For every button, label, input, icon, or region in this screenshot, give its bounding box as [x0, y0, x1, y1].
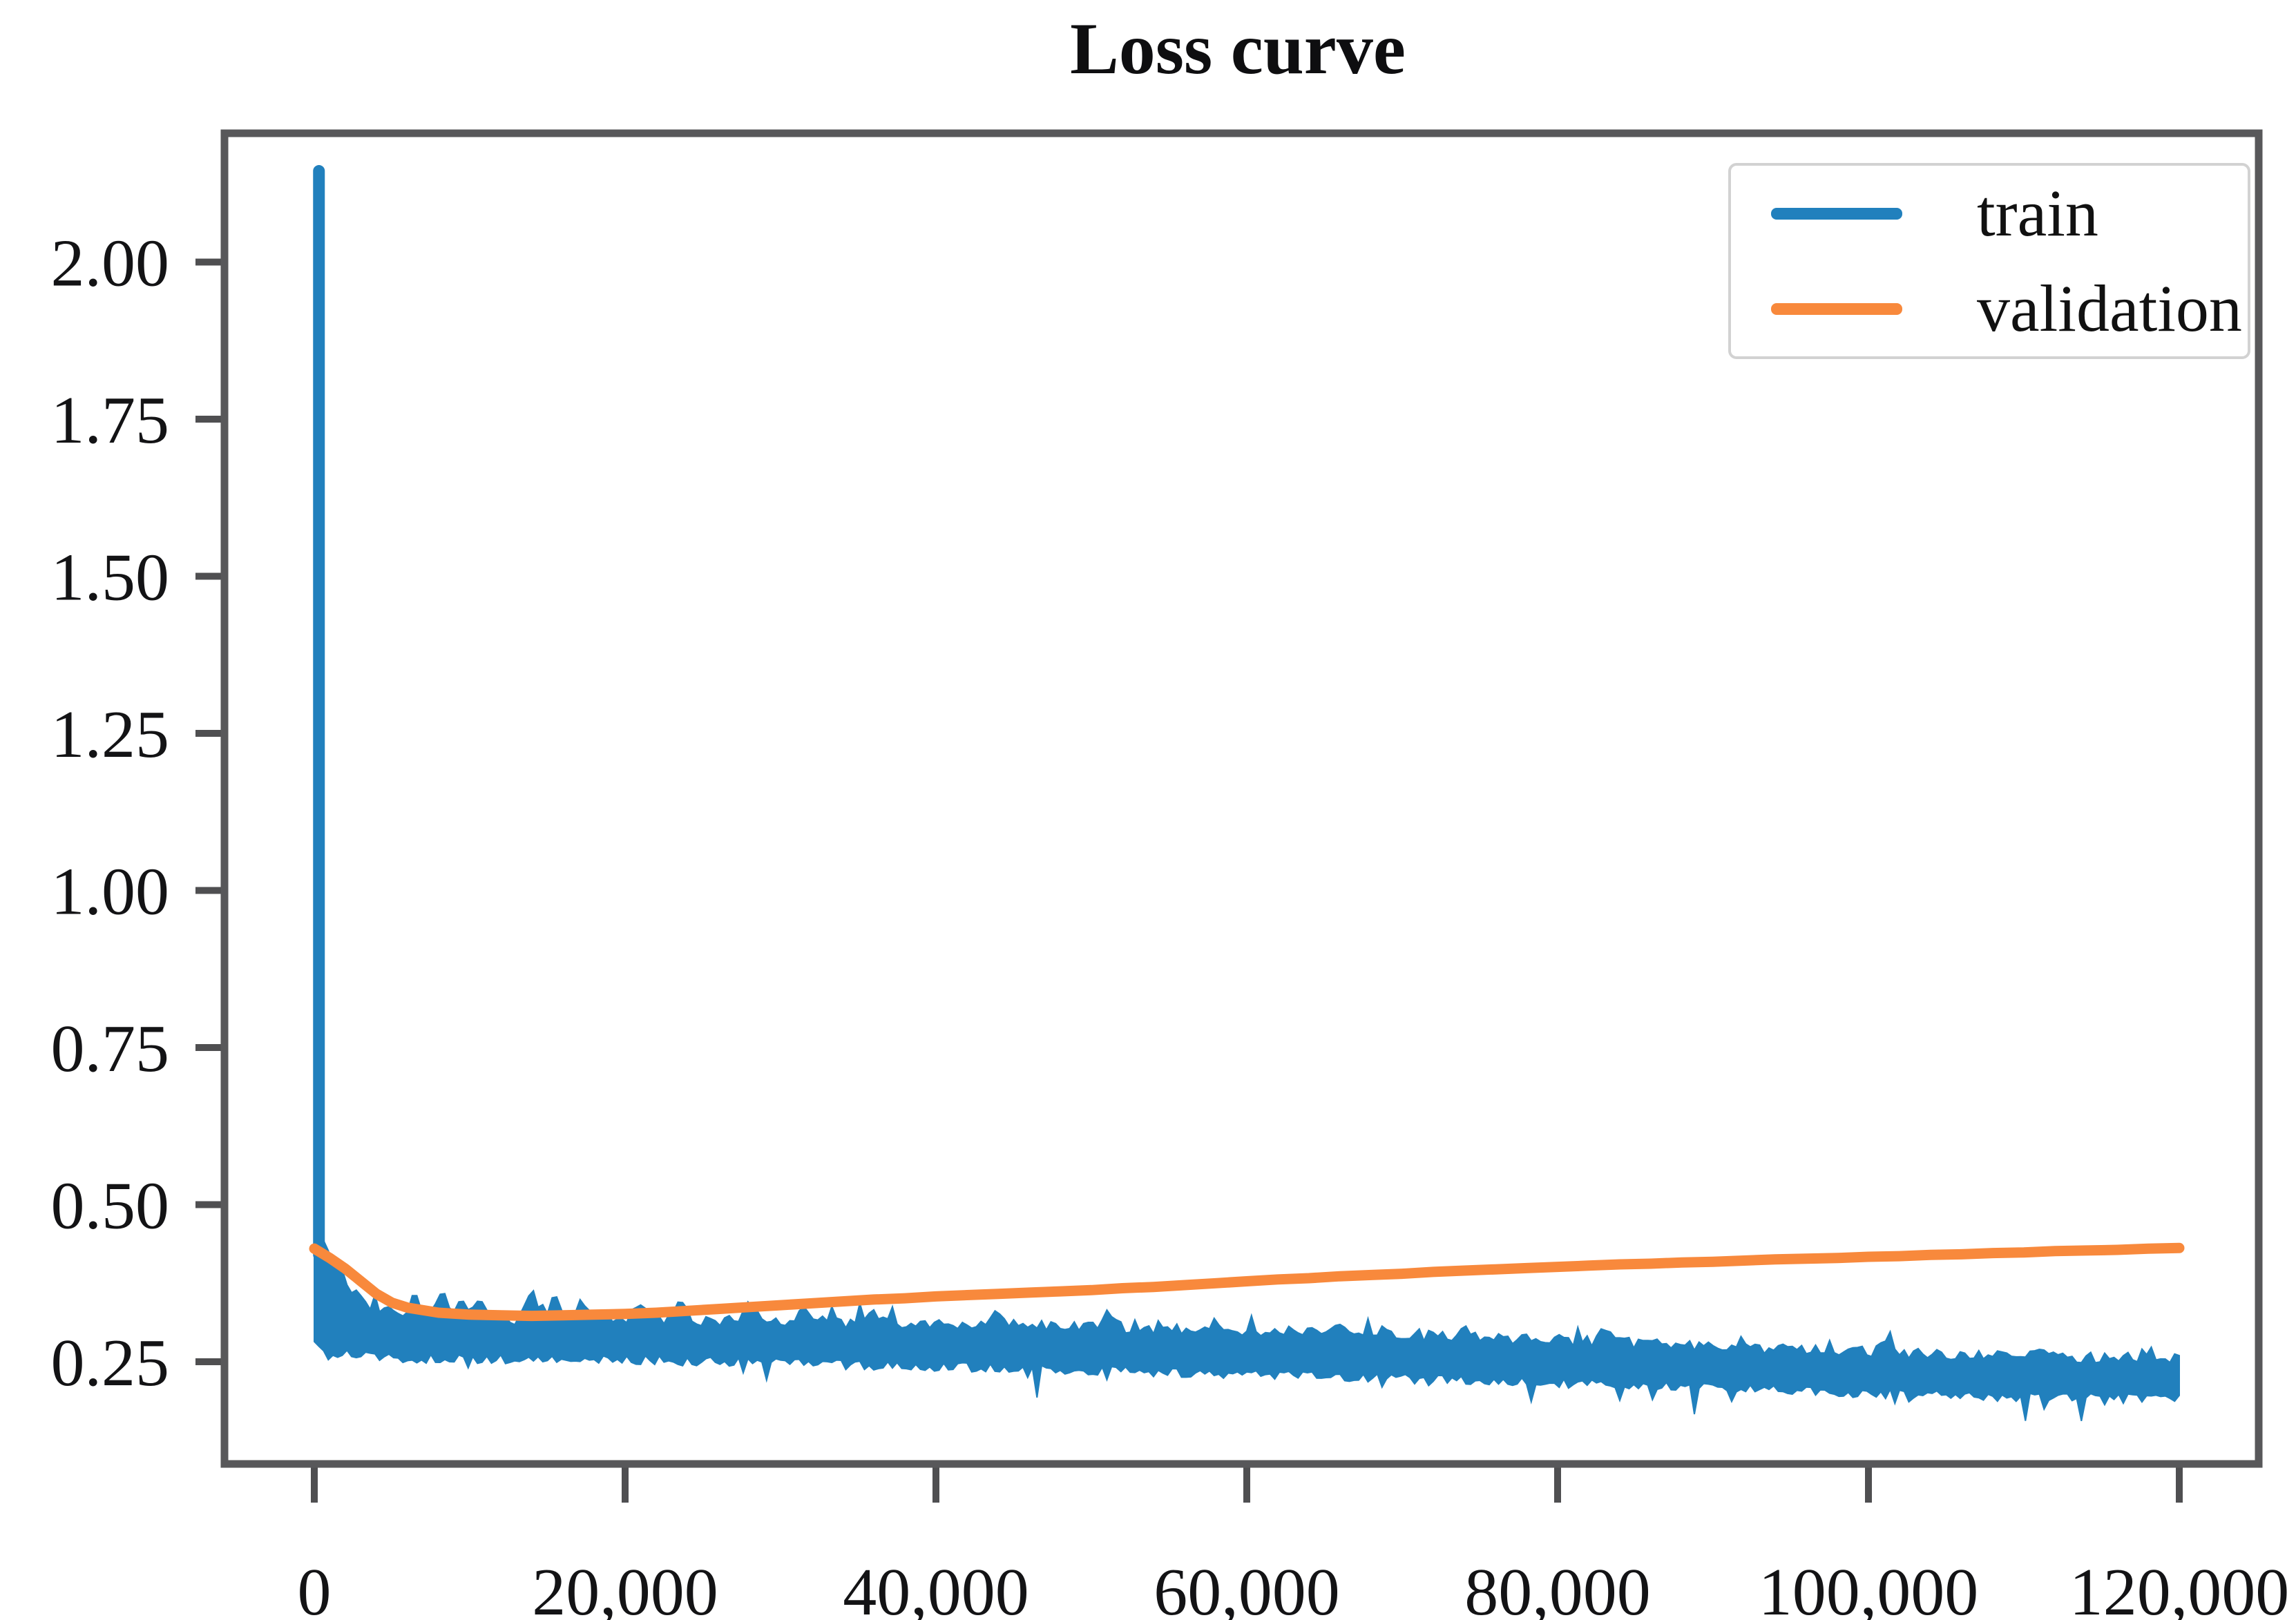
legend-box: train validation [1728, 163, 2250, 359]
legend-label-train: train [1977, 176, 2098, 250]
plot-area [309, 165, 2185, 1422]
x-tick-label: 20,000 [532, 1555, 718, 1620]
x-tick-label: 80,000 [1464, 1555, 1651, 1620]
legend-item-train: train [1731, 179, 2248, 248]
y-tick-label: 1.25 [51, 697, 170, 772]
legend-label-validation: validation [1977, 271, 2242, 345]
legend-item-validation: validation [1731, 274, 2248, 343]
legend-swatch-validation [1771, 302, 1902, 315]
validation-line [309, 1242, 2185, 1322]
x-tick-label: 40,000 [843, 1555, 1029, 1620]
y-tick-label: 1.00 [51, 855, 170, 929]
y-tick-label: 1.75 [51, 383, 170, 458]
x-tick-label: 60,000 [1154, 1555, 1340, 1620]
x-tick-label: 100,000 [1759, 1555, 1979, 1620]
legend-swatch-train [1771, 207, 1902, 220]
y-tick-label: 0.50 [51, 1169, 170, 1244]
x-tick-label: 120,000 [2069, 1555, 2290, 1620]
y-tick-label: 0.75 [51, 1012, 170, 1086]
x-tick-label: 0 [298, 1555, 332, 1620]
train-series-band [314, 1226, 2180, 1422]
plot-border [220, 129, 2263, 1468]
y-tick-label: 0.25 [51, 1326, 170, 1400]
y-tick-label: 2.00 [51, 226, 170, 301]
chart-title: Loss curve [1070, 8, 1406, 89]
y-tick-label: 1.50 [51, 541, 170, 615]
